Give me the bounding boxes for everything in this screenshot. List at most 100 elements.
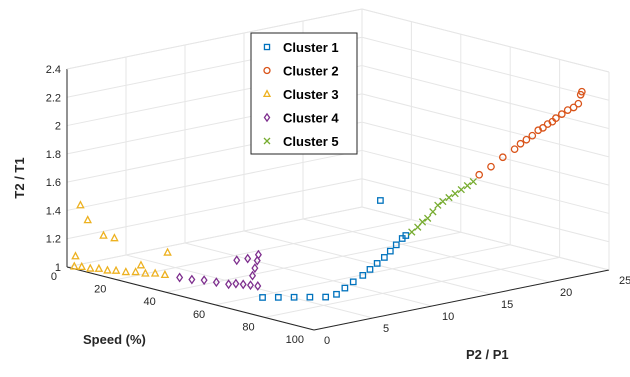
data-point [163,247,172,256]
z-tick-label: 1.4 [46,205,61,217]
data-point [86,263,95,272]
data-point [475,170,484,179]
data-points [70,87,586,301]
data-point [249,270,257,281]
data-point [498,153,507,162]
data-point [429,208,437,216]
data-point [254,249,262,260]
data-point [349,278,357,286]
x-tick-label: 20 [94,284,106,296]
series-4 [176,249,262,291]
grid-line [264,256,560,318]
data-point [246,280,255,291]
data-point [552,114,560,123]
legend-marker [263,112,271,123]
data-point [71,251,80,260]
data-point [522,135,531,144]
data-point [274,293,282,301]
grid-line [184,242,433,307]
y-axis-line [313,269,610,331]
data-point [136,260,146,269]
x-axis-label: Speed (%) [83,332,146,347]
data-point [516,139,525,148]
grid-line [302,218,551,283]
data-point [578,87,586,96]
z-tick-label: 2.4 [46,64,61,76]
data-point [434,201,442,209]
legend-items: Cluster 1 Cluster 2 Cluster 3 Cluster 4 Clus… [262,40,339,149]
data-point [402,232,410,239]
grid-line [361,149,610,214]
grid-line [243,230,492,295]
data-point [110,233,119,242]
series-3 [70,200,172,279]
grid-line [361,206,610,271]
grid-line [361,65,610,130]
z-tick-label: 2 [55,121,61,133]
data-point [131,267,140,276]
box-edge [361,8,610,73]
data-point [253,255,261,266]
y-tick-label: 5 [383,323,389,335]
data-point [528,131,537,140]
data-point [539,124,547,132]
data-point [77,261,86,271]
data-point [386,247,394,255]
data-point [150,268,160,277]
data-point [239,279,247,290]
data-point [70,261,79,270]
data-point [574,99,583,108]
data-point [510,145,519,154]
x-tick-label: 80 [242,321,254,333]
data-point [94,263,104,272]
data-point [377,197,384,204]
data-point [333,290,340,298]
series-2 [475,87,586,179]
data-point [469,177,477,186]
y-tick-label: 0 [324,335,330,347]
grid-line [361,36,610,101]
data-point [232,278,240,289]
data-point [254,280,262,291]
data-point [306,293,314,301]
y-axis-label: P2 / P1 [466,347,509,362]
y-tick-label: 25 [619,275,630,287]
data-point [424,214,432,222]
x-tick-label: 60 [193,309,205,321]
data-point [457,185,465,194]
grid-line [165,231,461,293]
grid-line [361,178,610,243]
data-point [83,215,92,224]
z-tick-label: 1.6 [46,177,61,189]
box-edge [66,8,363,70]
legend-marker [263,137,271,145]
x-axis-line [66,266,315,331]
data-point [225,279,233,290]
data-point [359,272,367,279]
series-5 [408,177,477,236]
data-point [392,241,400,249]
data-point [557,110,566,118]
tick-labels: 0 20 40 60 80 100 0 5 10 15 20 25 1 1.2 1.4 1.6 1.8 2 2.2 2… [46,64,630,347]
data-point [322,293,330,301]
data-point [99,230,108,239]
x-tick-label: 40 [144,296,156,308]
data-point [445,193,453,202]
y-tick-label: 10 [442,311,454,323]
grid-line [66,178,363,240]
data-point [188,274,196,285]
data-point [569,103,578,112]
z-tick-label: 2.2 [46,92,61,104]
data-point [103,265,112,274]
series-1 [259,197,410,301]
data-point [463,181,472,190]
legend-label: Cluster 1 [283,40,339,55]
data-point [111,265,121,274]
data-point [341,284,349,292]
z-tick-label: 1 [55,262,61,274]
data-point [451,189,459,198]
data-point [76,200,85,209]
y-tick-label: 20 [560,287,572,299]
data-point [366,266,374,273]
